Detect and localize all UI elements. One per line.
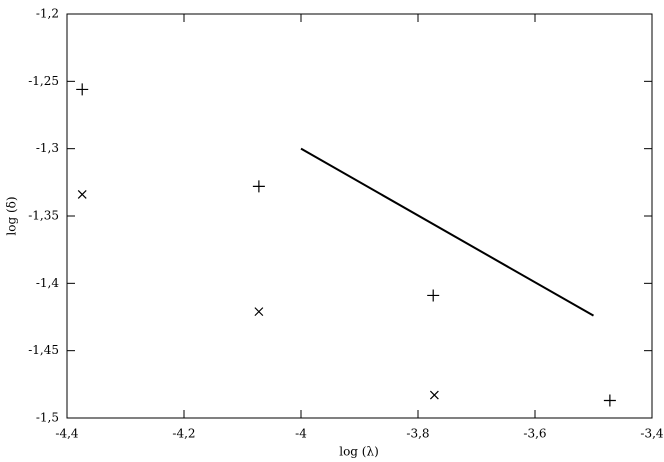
x-tick-label: -3,8 (406, 427, 429, 441)
plot-frame (66, 13, 653, 419)
x-tick-label: -4 (295, 427, 307, 441)
x-tick-label: -3,4 (640, 427, 664, 441)
x-axis-label: log (λ) (339, 445, 379, 459)
plus-marker (603, 394, 616, 407)
y-tick-label: -1,4 (36, 276, 60, 290)
y-axis-label: log (δ) (5, 196, 19, 235)
y-tick-label: -1,5 (36, 411, 59, 425)
y-tick-label: -1,35 (28, 209, 59, 223)
x-tick-label: -4,2 (172, 427, 195, 441)
y-tick-label: -1,2 (36, 7, 59, 21)
y-tick-label: -1,25 (28, 74, 59, 88)
cross-marker (254, 307, 264, 317)
y-tick-label: -1,45 (28, 343, 59, 357)
line (300, 147, 594, 317)
plus-marker (427, 289, 440, 302)
x-tick-label: -4,4 (55, 427, 79, 441)
cross-marker (429, 390, 439, 400)
plus-marker (76, 83, 89, 96)
cross-marker (77, 190, 87, 199)
x-tick-label: -3,6 (523, 427, 546, 441)
plus-marker (252, 180, 265, 193)
y-tick-label: -1,3 (36, 141, 59, 155)
